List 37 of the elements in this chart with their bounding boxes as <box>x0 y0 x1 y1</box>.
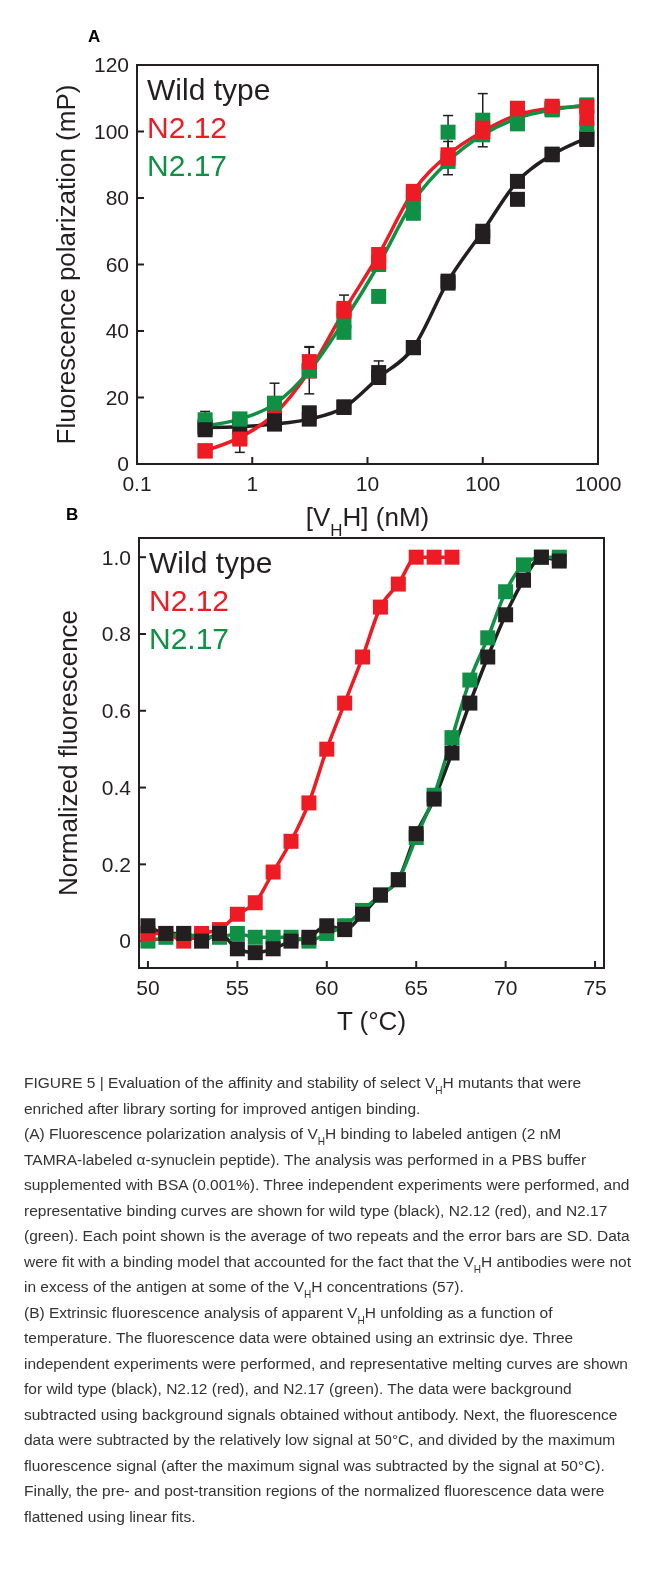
y-tick-label: 40 <box>105 319 129 343</box>
y-tick-label: 1.0 <box>101 545 131 569</box>
y-tick-label: 120 <box>93 53 129 77</box>
text: (A) Fluorescence polarization analysis of V$_{H}$H binding to labeled antigen (2 nM TAMRA-labeled α-synuclein peptide). The analysis was performed in a PBS buffer supplemented with BSA (0.001%). Three independent experiments were performed, and representative binding curves are shown for wild type (black), N2.12 (red), and N2.17 (green). Each point shown is the average of two repeats and the error bars are SD. Data were fit with a binding model that accounted for the fact that the V$_{H}$H antibodies were not in excess of the antigen at some of the V$_{H}$H concentrations (57). <box>24 1125 631 1300</box>
chart-title: B <box>66 505 79 524</box>
x-tick-label: 1000 <box>574 472 622 495</box>
x-tick-label: 60 <box>315 976 339 999</box>
x-tick-label: 70 <box>493 976 518 999</box>
y-tick-label: 0.2 <box>101 852 131 876</box>
x-tick-label: 1 <box>246 472 259 495</box>
y-tick-label: 80 <box>105 186 129 210</box>
x-tick-label: 75 <box>583 976 607 999</box>
text: N2.12 <box>147 111 228 144</box>
x-tick-label: 55 <box>225 976 250 999</box>
y-tick-label: 100 <box>93 119 129 143</box>
text: N2.12 <box>149 584 230 617</box>
y-axis-title: Fluorescence polarization (mP) <box>51 84 81 445</box>
y-tick-label: 0.6 <box>101 699 131 723</box>
x-axis-title: T (°C) <box>336 1006 407 1036</box>
x-axis-title: [V$_{H}$H] (nM) <box>305 502 430 540</box>
y-tick-label: 60 <box>105 252 129 276</box>
y-axis-title: Normalized fluorescence <box>53 609 83 897</box>
text: Wild type <box>147 73 271 106</box>
x-tick-label: 100 <box>465 472 501 495</box>
chart-title: A <box>88 27 101 46</box>
text: Wild type <box>149 546 273 579</box>
y-tick-label: 20 <box>105 385 129 409</box>
y-tick-label: 0.4 <box>101 775 132 799</box>
x-tick-label: 10 <box>355 472 380 495</box>
text: N2.17 <box>147 149 228 182</box>
y-tick-label: 0.8 <box>101 622 131 646</box>
text: (B) Extrinsic fluorescence analysis of apparent V$_{H}$H unfolding as a function of temperature. The fluorescence data were obtained using an extrinsic dye. Three independent experiments were performed, and representative melting curves are shown for wild type (black), N2.12 (red), and N2.17 (green). The data were background subtracted using background signals obtained without antibody. Next, the fluorescence data were subtracted by the relatively low signal at 50°C, and divided by the maximum fluorescence signal (after the maximum signal was subtracted by the signal at 50°C). Finally, the pre- and post-transition regions of the normalized fluorescence data were flattened using linear fits. <box>24 1303 628 1525</box>
x-tick-label: 50 <box>136 976 160 999</box>
text: FIGURE 5 | Evaluation of the affinity and stability of select V$_{H}$H mutants that were enriched after library sorting for improved antigen binding. <box>24 1074 582 1117</box>
text: N2.17 <box>149 622 230 655</box>
x-tick-label: 65 <box>404 976 428 999</box>
y-tick-label: 0 <box>119 929 131 953</box>
